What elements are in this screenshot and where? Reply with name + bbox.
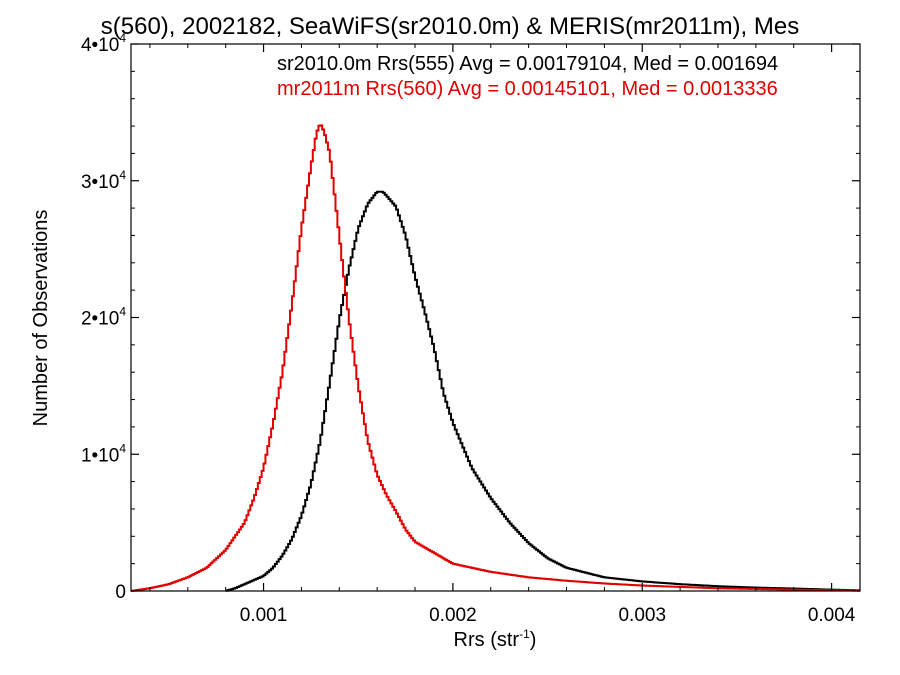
series-layer [131,124,860,592]
x-axis-label: Rrs (str-1) [454,627,537,651]
histogram-series-1 [225,190,860,592]
x-tick-label: 0.001 [240,605,288,626]
x-tick-label: 0.002 [429,605,477,626]
y-tick-label: 0 [115,582,126,603]
y-axis-label: Number of Observations [30,210,52,427]
x-tick-label: 0.003 [618,605,666,626]
x-tick-label: 0.004 [808,605,856,626]
chart-title: s(560), 2002182, SeaWiFS(sr2010.0m) & ME… [101,13,799,40]
y-tick-label: 2•104 [81,305,126,330]
y-tick-label: 4•104 [81,31,126,56]
annotation-layer: sr2010.0m Rrs(555) Avg = 0.00179104, Med… [277,53,778,100]
annotation-line-2: mr2011m Rrs(560) Avg = 0.00145101, Med =… [277,78,778,100]
y-tick-label: 1•104 [81,441,126,466]
tick-layer: 0.001 0.002 0.003 0.004 0 1•104 2•104 3•104 4•10… [81,31,860,626]
histogram-series-2 [131,124,860,592]
annotation-line-1: sr2010.0m Rrs(555) Avg = 0.00179104, Med… [277,53,778,75]
y-tick-label: 3•104 [81,168,126,193]
